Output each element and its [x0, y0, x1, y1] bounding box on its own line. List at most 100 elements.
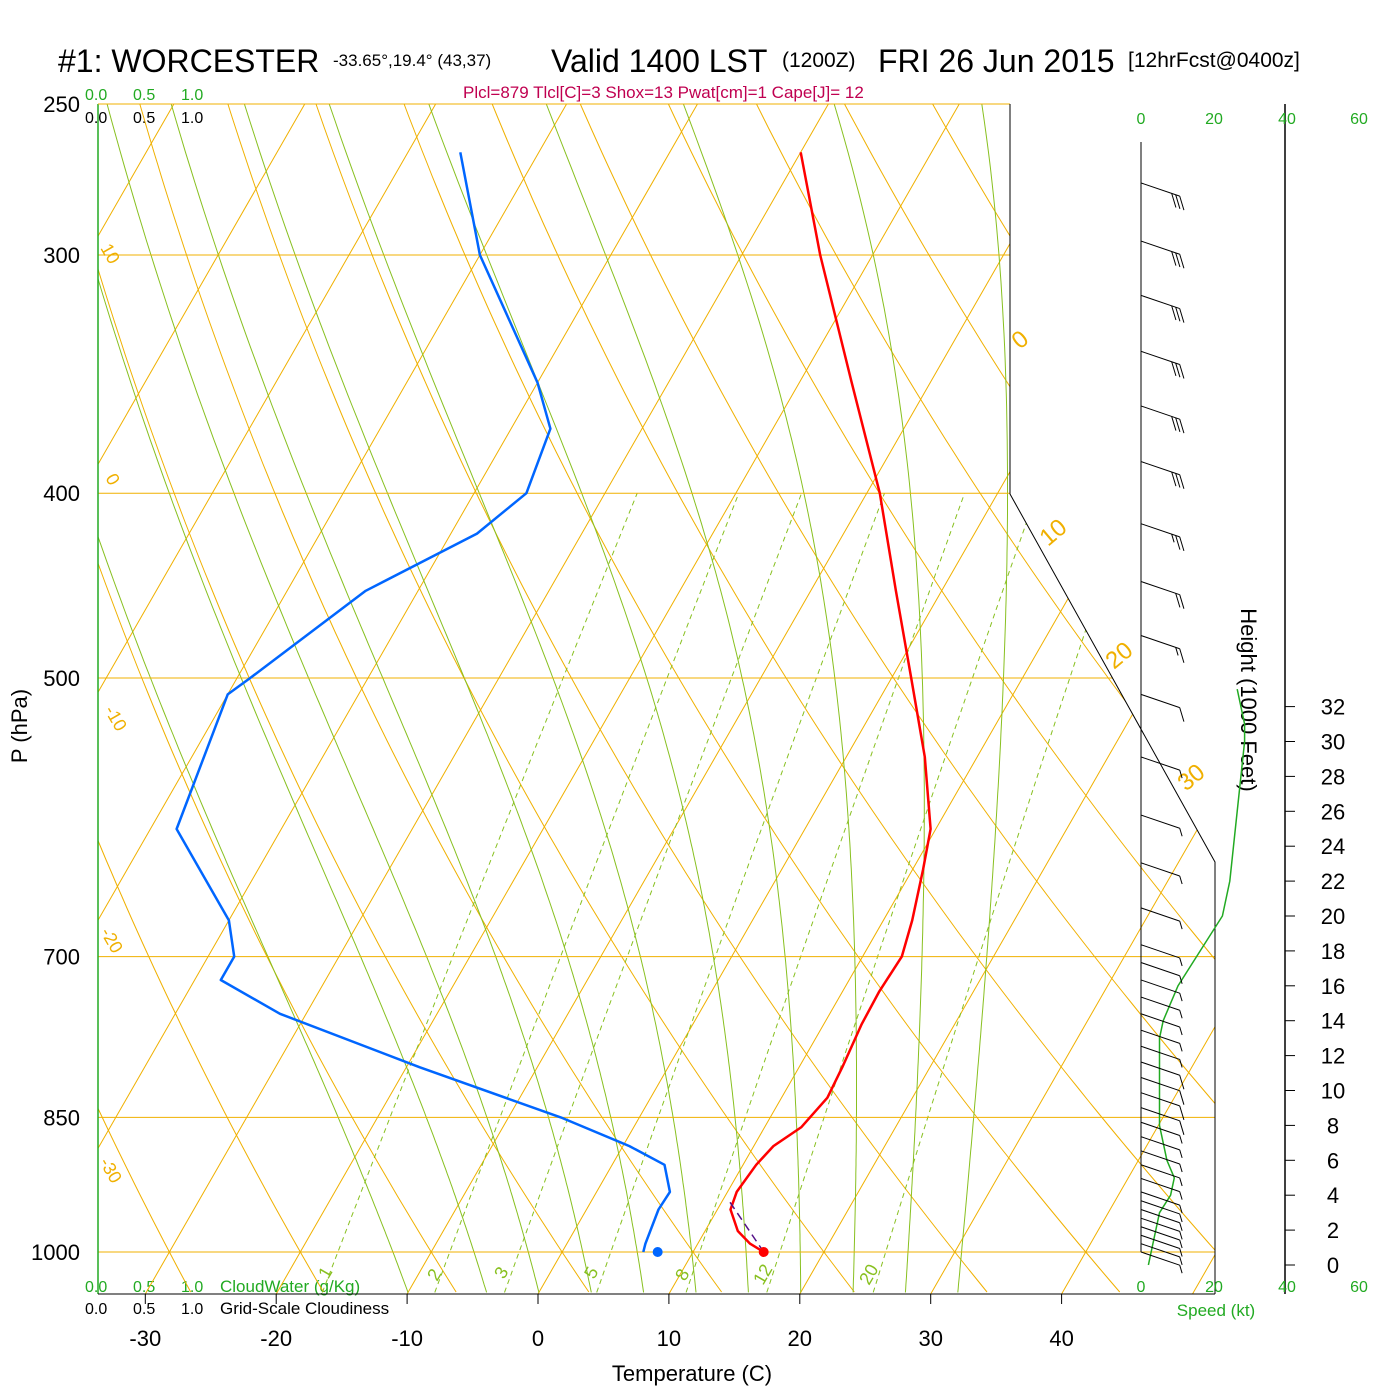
wind-barb-staff: [1140, 1164, 1180, 1179]
dry-adiabat: [139, 104, 723, 1293]
sounding-profiles: [175, 152, 932, 1257]
wind-barb-staff: [1140, 862, 1180, 877]
wind-barb: [1140, 1251, 1183, 1274]
wind-barb-staff: [1140, 1234, 1180, 1249]
isotherm-line: [98, 104, 306, 1294]
moist-adiabat: [682, 104, 857, 1293]
wind-barb: [1140, 294, 1185, 323]
wind-barb-feather: [1179, 594, 1185, 609]
mixing-ratio-label: 12: [749, 1261, 776, 1288]
moist-adiabat: [328, 104, 697, 1293]
wind-barb-feather: [1179, 1135, 1183, 1144]
parcel-profile: [728, 1200, 765, 1253]
isotherm-line: [1061, 104, 1215, 1294]
cloudiness-tick: 0.0: [85, 1301, 107, 1318]
mixing-ratio-line: [596, 493, 885, 1293]
wind-barb: [1140, 1226, 1183, 1249]
height-tick-label: 4: [1327, 1183, 1339, 1208]
wind-barb: [1140, 581, 1185, 609]
wind-barb: [1140, 1061, 1185, 1090]
station-title: #1: WORCESTER: [58, 43, 319, 79]
wind-barb-feather: [1175, 593, 1181, 608]
speed-tick-label-bottom: 40: [1278, 1279, 1296, 1296]
wind-barb-staff: [1140, 1013, 1180, 1028]
wind-barb: [1140, 693, 1185, 722]
wind-barb: [1140, 814, 1183, 837]
wind-barb-feather: [1179, 875, 1183, 885]
mixing-ratio-line: [872, 493, 1132, 1293]
wind-barb-feather: [1175, 363, 1181, 378]
dry-adiabat: [1373, 104, 1400, 1292]
height-tick-label: 8: [1327, 1113, 1339, 1138]
theta-label: 10: [1035, 514, 1073, 552]
wind-barb: [1140, 1234, 1183, 1257]
wind-barb-staff: [1140, 523, 1180, 538]
wind-barb-feather: [1171, 416, 1177, 431]
speed-tick-label-top: 60: [1350, 111, 1368, 128]
speed-tick-label-top: 40: [1278, 111, 1296, 128]
dry-adiabat: [756, 104, 1215, 1293]
wind-barb-staff: [1140, 1226, 1180, 1241]
theta-label: 0: [1007, 325, 1035, 354]
wind-barb: [1140, 1191, 1183, 1214]
wind-barb-feather: [1179, 957, 1183, 967]
speed-tick-label-bottom: 0: [1137, 1279, 1146, 1296]
wind-barb-feather: [1179, 364, 1185, 379]
cloud-water-label: CloudWater (g/Kg): [220, 1277, 360, 1296]
wind-barb-feather: [1179, 1222, 1183, 1231]
height-tick-label: 10: [1321, 1079, 1345, 1104]
wind-barb-feather: [1171, 534, 1175, 543]
dry-adiabat: [98, 104, 590, 1293]
wind-barb-staff: [1140, 461, 1180, 476]
x-tick-label: 20: [788, 1326, 812, 1351]
wind-barb: [1140, 461, 1185, 489]
x-tick-label: 0: [532, 1326, 544, 1351]
isotherm-label: 0: [102, 470, 124, 489]
wind-barb-feather: [1175, 252, 1181, 268]
wind-barb-staff: [1140, 635, 1180, 650]
utc-time: (1200Z): [782, 49, 856, 72]
wind-barb: [1140, 996, 1183, 1019]
wind-barb-staff: [1140, 1107, 1180, 1122]
isotherm-label: -30: [96, 1154, 126, 1187]
wind-barb-staff: [1140, 1045, 1180, 1060]
height-tick-label: 32: [1321, 695, 1345, 720]
isotherm-line: [98, 104, 698, 1294]
x-tick-label: -10: [391, 1326, 423, 1351]
isotherm-line: [406, 104, 1091, 1294]
wind-barb-feather: [1179, 474, 1185, 489]
pressure-tick-label: 1000: [31, 1240, 80, 1265]
clipped-profiles: [175, 152, 932, 1254]
wind-barb: [1140, 944, 1183, 967]
wind-barb-feather: [1179, 1177, 1183, 1187]
x-tick-label: 10: [657, 1326, 681, 1351]
wind-barb: [1140, 1077, 1185, 1105]
wind-barb-feather: [1179, 195, 1185, 211]
mixing-ratio-line: [766, 493, 1038, 1293]
wind-barb-feather: [1179, 1043, 1183, 1052]
wind-barb: [1140, 1121, 1183, 1144]
height-tick-label: 30: [1321, 730, 1345, 755]
wind-barb-feather: [1179, 536, 1185, 552]
height-tick-label: 20: [1321, 904, 1345, 929]
wind-barb-feather: [1179, 1191, 1183, 1200]
isotherm-label: -10: [101, 702, 131, 735]
wind-barb-staff: [1140, 1092, 1180, 1107]
dewpoint-profile: [175, 152, 672, 1253]
cloud-scale-bottom: 0.0 0.5 1.0 CloudWater (g/Kg) 0.0 0.5 1.…: [85, 1277, 389, 1318]
wind-barb-staff: [1140, 1200, 1180, 1215]
wind-barb-staff: [1140, 1251, 1180, 1266]
wind-barb-feather: [1179, 1149, 1183, 1159]
wind-barb: [1140, 240, 1185, 269]
wind-barb-feather: [1175, 194, 1181, 209]
moist-adiabat: [545, 104, 802, 1293]
wind-barb-staff: [1140, 240, 1180, 255]
wind-barb-feather: [1179, 1059, 1183, 1068]
isotherm-line: [144, 104, 829, 1294]
wind-barb: [1140, 1136, 1183, 1159]
moist-adiabat: [170, 104, 592, 1293]
wind-barb: [1140, 1217, 1183, 1240]
wind-barb: [1140, 182, 1185, 211]
x-tick-label: -30: [129, 1326, 161, 1351]
speed-tick-label-top: 20: [1205, 111, 1223, 128]
